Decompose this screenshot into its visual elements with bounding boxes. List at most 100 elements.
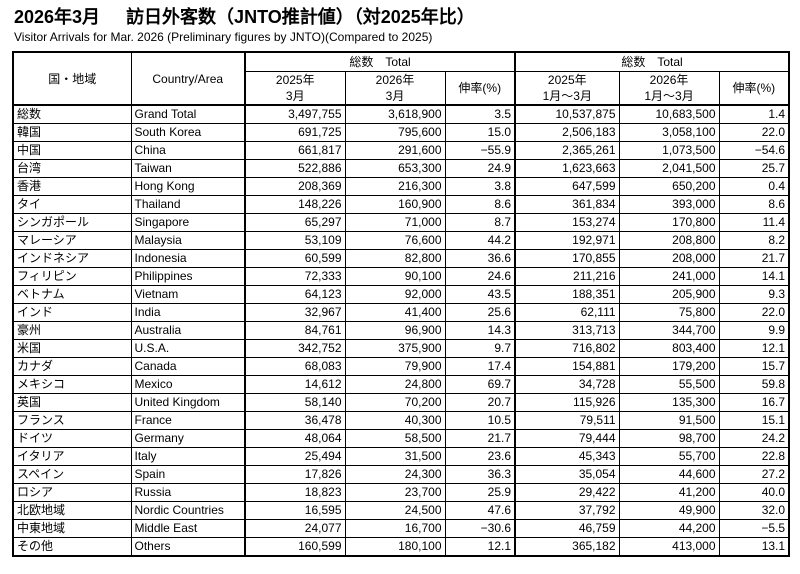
cell-2026-march: 216,300 bbox=[344, 177, 446, 197]
cell-2025-q1: 1,623,663 bbox=[514, 159, 620, 179]
cell-country-en: Thailand bbox=[130, 195, 246, 215]
table-row: メキシコ Mexico 14,612 24,800 69.7 34,728 55,500 59… bbox=[12, 375, 790, 395]
cell-2025-q1: 647,599 bbox=[514, 177, 620, 197]
table-row: 台湾 Taiwan 522,886 653,300 24.9 1,623,663 2,041… bbox=[12, 159, 790, 179]
cell-2026-march: 23,700 bbox=[344, 483, 446, 503]
cell-2025-q1: 361,834 bbox=[514, 195, 620, 215]
cell-2026-q1: 208,800 bbox=[618, 231, 720, 251]
cell-2026-q1: 41,200 bbox=[618, 483, 720, 503]
cell-growth-q1: 1.4 bbox=[718, 104, 790, 125]
cell-growth-q1: 27.2 bbox=[718, 465, 790, 485]
header-2025-march-month: 3月 bbox=[285, 88, 305, 103]
cell-country-jp: インド bbox=[12, 303, 132, 323]
cell-country-jp: ロシア bbox=[12, 483, 132, 503]
cell-growth-q1: 9.3 bbox=[718, 285, 790, 305]
table-row: ベトナム Vietnam 64,123 92,000 43.5 188,351 205,90… bbox=[12, 285, 790, 305]
cell-country-jp: フランス bbox=[12, 411, 132, 431]
table-row: 英国 United Kingdom 58,140 70,200 20.7 115,926 1… bbox=[12, 393, 790, 413]
cell-2025-q1: 62,111 bbox=[514, 303, 620, 323]
cell-country-jp: 米国 bbox=[12, 339, 132, 359]
cell-growth-q1: 15.1 bbox=[718, 411, 790, 431]
header-2026-march-year: 2026年 bbox=[375, 72, 415, 87]
cell-2026-march: 41,400 bbox=[344, 303, 446, 323]
cell-growth-march: 17.4 bbox=[444, 357, 516, 377]
cell-growth-march: 24.9 bbox=[444, 159, 516, 179]
header-2026-march: 2026年 3月 bbox=[344, 70, 446, 106]
header-group-march-total: 総数 Total bbox=[243, 51, 516, 72]
cell-growth-march: 36.3 bbox=[444, 465, 516, 485]
cell-2025-march: 24,077 bbox=[244, 519, 346, 539]
cell-growth-q1: 22.8 bbox=[718, 447, 790, 467]
header-2025-q1-year: 2025年 bbox=[547, 72, 587, 87]
cell-growth-march: 20.7 bbox=[444, 393, 516, 413]
cell-2026-march: 375,900 bbox=[344, 339, 446, 359]
cell-2026-march: 79,900 bbox=[344, 357, 446, 377]
cell-2026-q1: 55,500 bbox=[618, 375, 720, 395]
cell-country-en: Grand Total bbox=[130, 104, 246, 125]
table-row: スペイン Spain 17,826 24,300 36.3 35,054 44,600 27.… bbox=[12, 465, 790, 485]
header-2026-q1-months: 1月～3月 bbox=[644, 88, 694, 103]
cell-growth-march: 12.1 bbox=[444, 537, 516, 557]
cell-2026-q1: 55,700 bbox=[618, 447, 720, 467]
cell-country-jp: 香港 bbox=[12, 177, 132, 197]
cell-growth-q1: 13.1 bbox=[718, 537, 790, 557]
cell-country-jp: インドネシア bbox=[12, 249, 132, 269]
cell-2026-q1: 803,400 bbox=[618, 339, 720, 359]
cell-2026-march: 71,000 bbox=[344, 213, 446, 233]
cell-growth-q1: 21.7 bbox=[718, 249, 790, 269]
cell-2025-q1: 37,792 bbox=[514, 501, 620, 521]
cell-2025-q1: 313,713 bbox=[514, 321, 620, 341]
cell-growth-q1: 11.4 bbox=[718, 213, 790, 233]
cell-2025-march: 661,817 bbox=[244, 141, 346, 161]
cell-2025-march: 84,761 bbox=[244, 321, 346, 341]
cell-2026-q1: 241,000 bbox=[618, 267, 720, 287]
table-row: その他 Others 160,599 180,100 12.1 365,182 413,00… bbox=[12, 537, 790, 557]
header-growth-march: 伸率(%) bbox=[444, 70, 516, 106]
cell-2025-q1: 192,971 bbox=[514, 231, 620, 251]
cell-2026-q1: 135,300 bbox=[618, 393, 720, 413]
cell-growth-q1: 15.7 bbox=[718, 357, 790, 377]
cell-country-jp: スペイン bbox=[12, 465, 132, 485]
cell-country-en: U.S.A. bbox=[130, 339, 246, 359]
header-2025-march-year: 2025年 bbox=[275, 72, 315, 87]
cell-2025-march: 60,599 bbox=[244, 249, 346, 269]
cell-2026-q1: 44,200 bbox=[618, 519, 720, 539]
cell-2025-q1: 35,054 bbox=[514, 465, 620, 485]
cell-2025-q1: 188,351 bbox=[514, 285, 620, 305]
cell-country-en: Spain bbox=[130, 465, 246, 485]
cell-growth-q1: 22.0 bbox=[718, 303, 790, 323]
cell-country-jp: ドイツ bbox=[12, 429, 132, 449]
cell-2026-march: 24,300 bbox=[344, 465, 446, 485]
cell-2026-march: 70,200 bbox=[344, 393, 446, 413]
cell-2026-march: 76,600 bbox=[344, 231, 446, 251]
table-body: 総数 Grand Total 3,497,755 3,618,900 3.5 10,537… bbox=[12, 104, 790, 557]
cell-country-en: Malaysia bbox=[130, 231, 246, 251]
cell-country-jp: メキシコ bbox=[12, 375, 132, 395]
table-row: 韓国 South Korea 691,725 795,600 15.0 2,506,183… bbox=[12, 123, 790, 143]
cell-growth-march: 43.5 bbox=[444, 285, 516, 305]
cell-2025-march: 16,595 bbox=[244, 501, 346, 521]
cell-growth-march: 15.0 bbox=[444, 123, 516, 143]
cell-growth-march: 3.8 bbox=[444, 177, 516, 197]
cell-2025-march: 342,752 bbox=[244, 339, 346, 359]
cell-growth-q1: 9.9 bbox=[718, 321, 790, 341]
cell-growth-q1: 59.8 bbox=[718, 375, 790, 395]
cell-2026-q1: 393,000 bbox=[618, 195, 720, 215]
table-row: 米国 U.S.A. 342,752 375,900 9.7 716,802 803,400 1… bbox=[12, 339, 790, 359]
cell-2026-march: 96,900 bbox=[344, 321, 446, 341]
cell-country-jp: イタリア bbox=[12, 447, 132, 467]
cell-2025-march: 691,725 bbox=[244, 123, 346, 143]
cell-2026-q1: 2,041,500 bbox=[618, 159, 720, 179]
cell-2026-q1: 1,073,500 bbox=[618, 141, 720, 161]
cell-2025-q1: 2,365,261 bbox=[514, 141, 620, 161]
cell-country-en: Others bbox=[130, 537, 246, 557]
header-country-en: Country/Area bbox=[130, 51, 246, 106]
cell-country-en: Italy bbox=[130, 447, 246, 467]
table-row: 香港 Hong Kong 208,369 216,300 3.8 647,599 650,2… bbox=[12, 177, 790, 197]
cell-country-en: Canada bbox=[130, 357, 246, 377]
cell-growth-q1: −54.6 bbox=[718, 141, 790, 161]
cell-country-en: Mexico bbox=[130, 375, 246, 395]
cell-country-jp: ベトナム bbox=[12, 285, 132, 305]
header-2025-q1-months: 1月～3月 bbox=[542, 88, 592, 103]
cell-2025-march: 160,599 bbox=[244, 537, 346, 557]
